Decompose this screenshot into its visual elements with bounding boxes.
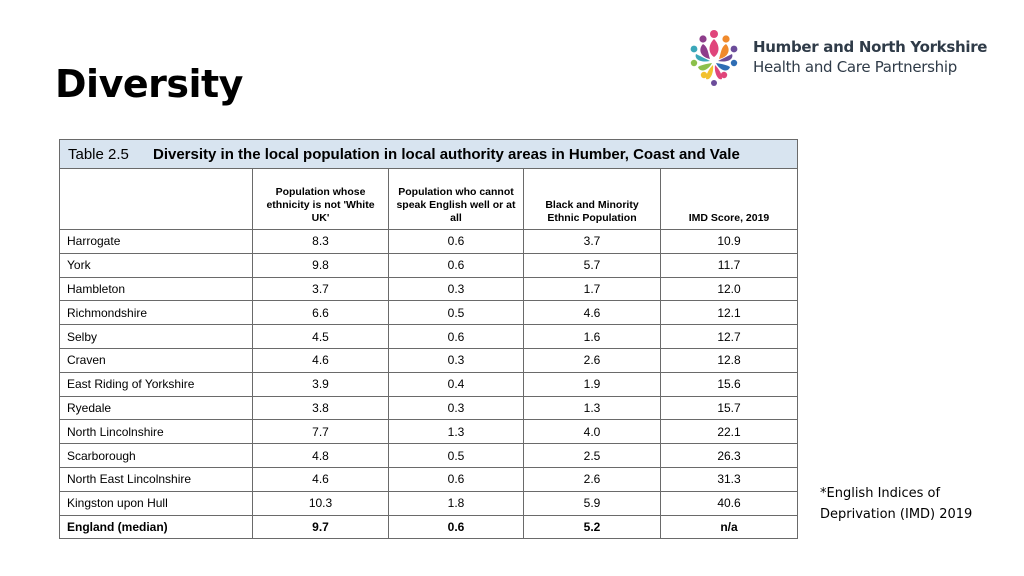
value-cell: 9.8 [252, 252, 389, 278]
total-area-cell: England (median) [59, 514, 253, 540]
table-row: Kingston upon Hull 10.3 1.8 5.9 40.6 [59, 490, 799, 516]
table-header-row: Population whose ethnicity is not 'White… [59, 168, 799, 230]
value-cell: 0.6 [388, 252, 524, 278]
table-row: Hambleton 3.7 0.3 1.7 12.0 [59, 276, 799, 302]
value-cell: 31.3 [659, 466, 799, 492]
table-row: North East Lincolnshire 4.6 0.6 2.6 31.3 [59, 466, 799, 492]
value-cell: 2.5 [523, 443, 661, 468]
value-cell: 0.6 [388, 324, 524, 349]
value-cell: 0.3 [388, 347, 524, 373]
table-row: Ryedale 3.8 0.3 1.3 15.7 [59, 395, 799, 421]
table-row: North Lincolnshire 7.7 1.3 4.0 22.1 [59, 419, 799, 445]
people-cluster-icon [690, 30, 738, 86]
value-cell: 15.7 [659, 395, 799, 421]
total-cell: n/a [659, 514, 799, 540]
footnote-line-1: *English Indices of [820, 486, 941, 501]
value-cell: 10.3 [252, 490, 389, 516]
value-cell: 26.3 [659, 443, 799, 468]
value-cell: 8.3 [252, 229, 389, 254]
value-cell: 3.7 [252, 276, 389, 302]
value-cell: 15.6 [659, 371, 799, 397]
value-cell: 0.6 [388, 466, 524, 492]
table-row: Richmondshire 6.6 0.5 4.6 12.1 [59, 300, 799, 326]
area-name-cell: Kingston upon Hull [59, 490, 253, 516]
value-cell: 4.6 [523, 300, 661, 326]
value-cell: 12.8 [659, 347, 799, 373]
area-name-cell: Selby [59, 324, 253, 349]
value-cell: 1.3 [388, 419, 524, 445]
value-cell: 0.4 [388, 371, 524, 397]
table-caption: Table 2.5 Diversity in the local populati… [58, 139, 799, 169]
column-header-no-english: Population who cannot speak English well… [388, 168, 524, 230]
value-cell: 6.6 [252, 300, 389, 326]
total-cell: 9.7 [252, 514, 389, 540]
diversity-table: Table 2.5 Diversity in the local populati… [58, 139, 799, 540]
area-name-cell: Richmondshire [59, 300, 253, 326]
value-cell: 3.8 [252, 395, 389, 421]
value-cell: 0.5 [388, 443, 524, 468]
value-cell: 7.7 [252, 419, 389, 445]
value-cell: 1.8 [388, 490, 524, 516]
column-header-bme: Black and Minority Ethnic Population [523, 168, 661, 230]
value-cell: 4.6 [252, 347, 389, 373]
partnership-logo: Humber and North Yorkshire Health and Ca… [686, 27, 996, 91]
slide-title: Diversity [55, 62, 243, 106]
table-caption-row: Table 2.5 Diversity in the local populati… [58, 139, 799, 169]
value-cell: 4.5 [252, 324, 389, 349]
footnote: *English Indices of Deprivation (IMD) 20… [820, 483, 972, 525]
table-row: Harrogate 8.3 0.6 3.7 10.9 [59, 229, 799, 254]
value-cell: 4.6 [252, 466, 389, 492]
value-cell: 5.7 [523, 252, 661, 278]
total-cell: 0.6 [388, 514, 524, 540]
value-cell: 3.7 [523, 229, 661, 254]
value-cell: 2.6 [523, 347, 661, 373]
total-cell: 5.2 [523, 514, 661, 540]
area-name-cell: Harrogate [59, 229, 253, 254]
value-cell: 1.9 [523, 371, 661, 397]
value-cell: 1.7 [523, 276, 661, 302]
value-cell: 0.3 [388, 395, 524, 421]
area-name-cell: North Lincolnshire [59, 419, 253, 445]
value-cell: 1.6 [523, 324, 661, 349]
column-header-area [59, 168, 253, 230]
value-cell: 12.7 [659, 324, 799, 349]
area-name-cell: Craven [59, 347, 253, 373]
table-row: York 9.8 0.6 5.7 11.7 [59, 252, 799, 278]
logo-subtitle: Health and Care Partnership [753, 58, 957, 76]
table-total-row: England (median) 9.7 0.6 5.2 n/a [59, 514, 799, 540]
area-name-cell: Scarborough [59, 443, 253, 468]
value-cell: 22.1 [659, 419, 799, 445]
table-caption-text: Diversity in the local population in loc… [153, 145, 740, 163]
area-name-cell: North East Lincolnshire [59, 466, 253, 492]
value-cell: 0.5 [388, 300, 524, 326]
table-row: Craven 4.6 0.3 2.6 12.8 [59, 347, 799, 373]
value-cell: 40.6 [659, 490, 799, 516]
value-cell: 10.9 [659, 229, 799, 254]
logo-title: Humber and North Yorkshire [753, 38, 988, 56]
value-cell: 4.8 [252, 443, 389, 468]
column-header-imd: IMD Score, 2019 [659, 168, 799, 230]
value-cell: 1.3 [523, 395, 661, 421]
value-cell: 0.3 [388, 276, 524, 302]
value-cell: 12.0 [659, 276, 799, 302]
value-cell: 11.7 [659, 252, 799, 278]
value-cell: 3.9 [252, 371, 389, 397]
value-cell: 2.6 [523, 466, 661, 492]
area-name-cell: York [59, 252, 253, 278]
table-row: East Riding of Yorkshire 3.9 0.4 1.9 15.6 [59, 371, 799, 397]
table-number: Table 2.5 [68, 145, 129, 163]
value-cell: 0.6 [388, 229, 524, 254]
column-header-non-white-uk: Population whose ethnicity is not 'White… [252, 168, 389, 230]
table-row: Selby 4.5 0.6 1.6 12.7 [59, 324, 799, 349]
value-cell: 4.0 [523, 419, 661, 445]
value-cell: 12.1 [659, 300, 799, 326]
footnote-line-2: Deprivation (IMD) 2019 [820, 507, 973, 522]
table-body: Harrogate 8.3 0.6 3.7 10.9 York 9.8 0.6 5.7 11.7 H… [59, 229, 799, 516]
area-name-cell: Hambleton [59, 276, 253, 302]
value-cell: 5.9 [523, 490, 661, 516]
area-name-cell: East Riding of Yorkshire [59, 371, 253, 397]
table-row: Scarborough 4.8 0.5 2.5 26.3 [59, 443, 799, 468]
area-name-cell: Ryedale [59, 395, 253, 421]
